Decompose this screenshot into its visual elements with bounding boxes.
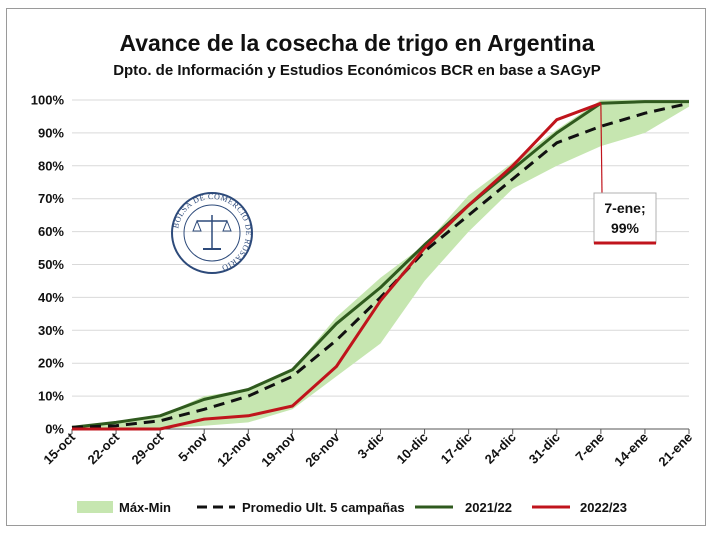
legend-label: 2022/23 [580, 500, 627, 515]
scales-of-justice-seal-icon [192, 215, 232, 250]
y-tick-label: 70% [38, 191, 64, 206]
x-tick-label: 5-nov [175, 429, 211, 465]
legend: Máx-Min Promedio Ult. 5 campañas 2021/22 20… [77, 500, 627, 515]
x-tick-label: 7-ene [572, 430, 607, 465]
y-tick-label: 90% [38, 125, 64, 140]
x-tick-label: 17-dic [438, 430, 475, 467]
series-line-2 [72, 101, 602, 431]
legend-swatch-band [77, 501, 113, 513]
x-tick-label: 10-dic [394, 430, 431, 467]
y-tick-label: 20% [38, 356, 64, 371]
legend-label: 2021/22 [465, 500, 512, 515]
y-tick-label: 60% [38, 224, 64, 239]
y-tick-labels: 0% 10% 20% 30% 40% 50% 60% 70% 80% 90% 100% [31, 93, 65, 437]
chart-canvas: Avance de la cosecha de trigo en Argenti… [31, 30, 695, 515]
y-tick-label: 100% [31, 93, 65, 108]
seal-outer-ring [171, 192, 253, 274]
series-line-0 [71, 101, 690, 429]
annotation-box [593, 192, 657, 244]
legend-label: Promedio Ult. 5 campañas [242, 500, 405, 515]
y-tick-label: 10% [38, 389, 64, 404]
y-tick-label: 30% [38, 323, 64, 338]
grid-lines [72, 99, 689, 397]
y-tick-label: 80% [38, 158, 64, 173]
annotation-value: 99% [611, 220, 640, 236]
annotation-callout: 7-ene; 99% [593, 103, 657, 245]
x-tick-label: 24-dic [482, 430, 519, 467]
annotation-leader-line [600, 103, 603, 194]
x-tick-label: 31-dic [526, 430, 563, 467]
x-tick-label: 22-oct [85, 429, 123, 467]
x-tick-labels: 15-oct 22-oct 29-oct 5-nov 12-nov 19-nov 26-no… [40, 429, 695, 470]
seal-inner-ring [183, 204, 241, 262]
max-min-band [72, 100, 689, 429]
chart-title: Avance de la cosecha de trigo en Argenti… [119, 30, 594, 56]
x-tick-label: 19-nov [258, 429, 299, 470]
axes [71, 428, 690, 434]
x-tick-label: 21-ene [655, 430, 695, 470]
legend-label: Máx-Min [119, 500, 171, 515]
x-tick-label: 12-nov [214, 429, 255, 470]
annotation-date: 7-ene; [604, 200, 645, 216]
logo: BOLSA DE COMERCIO DE ROSARIO [171, 192, 253, 274]
x-tick-label: 29-oct [129, 429, 167, 467]
series-line-1 [71, 100, 689, 429]
x-tick-label: 26-nov [302, 429, 343, 470]
chart-subtitle: Dpto. de Información y Estudios Económic… [113, 62, 601, 79]
x-tick-label: 14-ene [611, 430, 651, 470]
x-tick-label: 3-dic [355, 430, 387, 462]
series-lines [71, 100, 690, 431]
y-tick-label: 0% [45, 422, 64, 437]
band-area [72, 100, 689, 429]
y-tick-label: 40% [38, 290, 64, 305]
y-tick-label: 50% [38, 257, 64, 272]
chart-frame: Avance de la cosecha de trigo en Argenti… [6, 8, 706, 526]
